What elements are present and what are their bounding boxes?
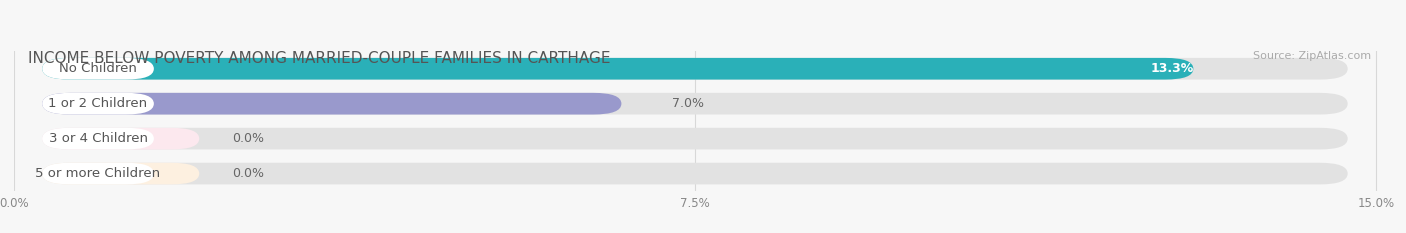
Text: 3 or 4 Children: 3 or 4 Children [49,132,148,145]
FancyBboxPatch shape [42,128,1348,150]
Text: 1 or 2 Children: 1 or 2 Children [48,97,148,110]
FancyBboxPatch shape [42,58,153,80]
Text: INCOME BELOW POVERTY AMONG MARRIED-COUPLE FAMILIES IN CARTHAGE: INCOME BELOW POVERTY AMONG MARRIED-COUPL… [28,51,610,66]
FancyBboxPatch shape [42,128,200,150]
FancyBboxPatch shape [42,128,153,150]
Text: 13.3%: 13.3% [1152,62,1194,75]
Text: 0.0%: 0.0% [232,167,264,180]
Text: 7.0%: 7.0% [672,97,704,110]
FancyBboxPatch shape [42,163,200,185]
FancyBboxPatch shape [42,58,1194,80]
Text: 0.0%: 0.0% [232,132,264,145]
Text: 5 or more Children: 5 or more Children [35,167,160,180]
FancyBboxPatch shape [42,163,153,185]
FancyBboxPatch shape [42,58,1348,80]
FancyBboxPatch shape [42,163,1348,185]
FancyBboxPatch shape [42,93,1348,115]
Text: Source: ZipAtlas.com: Source: ZipAtlas.com [1253,51,1371,61]
Text: No Children: No Children [59,62,136,75]
FancyBboxPatch shape [42,93,621,115]
FancyBboxPatch shape [42,93,153,115]
